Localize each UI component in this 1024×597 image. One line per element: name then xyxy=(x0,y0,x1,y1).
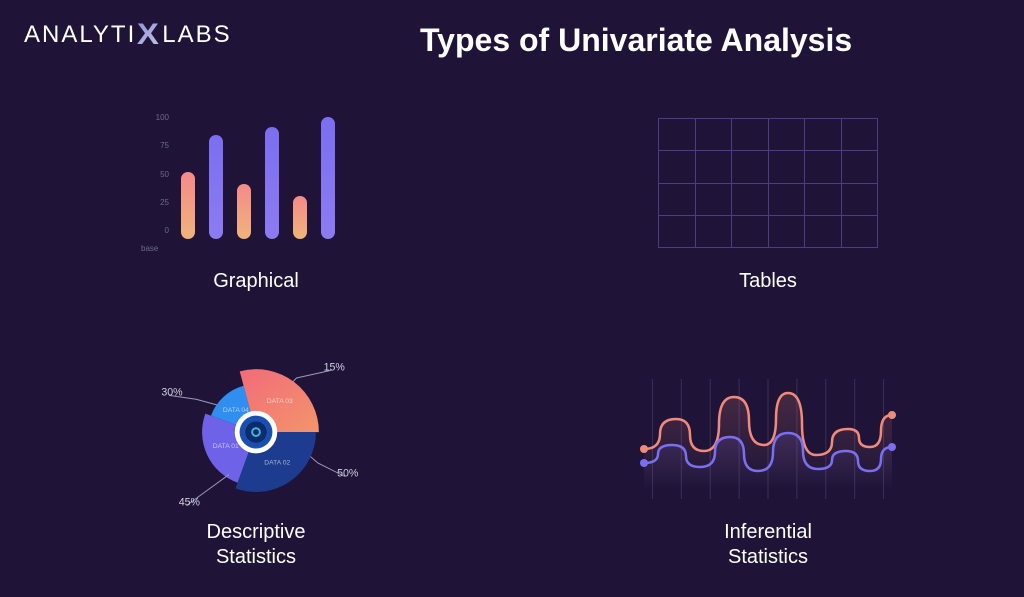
bar xyxy=(321,117,335,239)
cell-inferential: Inferential Statistics xyxy=(512,346,1024,597)
bar-chart-y-tick: 0 xyxy=(165,226,173,235)
pie-hub-inner xyxy=(245,421,266,442)
caption-graphical: Graphical xyxy=(213,269,299,294)
pie-callout-pct: 45% xyxy=(179,496,201,508)
table-cell xyxy=(805,151,842,183)
cell-descriptive: DATA 01 30% DATA 04 15% DATA 03 50% DATA 02 45%… xyxy=(0,346,512,597)
table-cell xyxy=(841,215,878,247)
caption-inferential-l2: Statistics xyxy=(728,546,808,568)
content-grid: 100 75 50 25 0 base Graphical Tables DATA 01… xyxy=(0,95,1024,597)
table-cell xyxy=(805,183,842,215)
bar xyxy=(209,135,223,239)
caption-tables: Tables xyxy=(739,269,797,294)
table-cell xyxy=(659,183,696,215)
table-grid-table xyxy=(658,118,878,248)
bar-chart-bars xyxy=(181,117,367,239)
bar xyxy=(181,172,195,239)
wave-marker xyxy=(640,445,648,453)
caption-descriptive: Descriptive Statistics xyxy=(207,520,306,570)
table-cell xyxy=(768,151,805,183)
page-title: Types of Univariate Analysis xyxy=(420,22,852,59)
table-cell xyxy=(805,119,842,151)
pie-callout-pct: 15% xyxy=(324,361,346,373)
table-cell xyxy=(732,151,769,183)
wave-marker xyxy=(640,459,648,467)
table-cell xyxy=(695,151,732,183)
caption-descriptive-l2: Statistics xyxy=(216,546,296,568)
caption-descriptive-l1: Descriptive xyxy=(207,521,306,543)
logo-text-right: LABS xyxy=(162,21,231,49)
cell-tables: Tables xyxy=(512,95,1024,346)
table-grid xyxy=(638,103,898,263)
table-cell xyxy=(695,183,732,215)
table-cell xyxy=(695,215,732,247)
table-cell xyxy=(695,119,732,151)
pie-slice-label: DATA 01 xyxy=(213,443,239,450)
pie-chart-svg: DATA 01 30% DATA 04 15% DATA 03 50% DATA 02 45% xyxy=(136,349,376,519)
table-cell xyxy=(768,215,805,247)
table-cell xyxy=(732,183,769,215)
caption-inferential: Inferential Statistics xyxy=(724,520,812,570)
pie-slice-label: DATA 02 xyxy=(264,459,290,466)
bar-chart-y-tick: 25 xyxy=(160,198,173,207)
table-cell xyxy=(768,183,805,215)
wave-marker xyxy=(888,411,896,419)
table-cell xyxy=(659,151,696,183)
table-cell xyxy=(732,119,769,151)
table-cell xyxy=(659,119,696,151)
wave-chart xyxy=(638,354,898,514)
table-cell xyxy=(841,119,878,151)
table-cell xyxy=(732,215,769,247)
bar xyxy=(265,127,279,239)
pie-slice-label: DATA 04 xyxy=(223,407,249,414)
wave-chart-svg xyxy=(638,359,898,509)
table-cell xyxy=(805,215,842,247)
table-cell xyxy=(841,183,878,215)
pie-callout-pct: 50% xyxy=(337,468,359,480)
wave-marker xyxy=(888,443,896,451)
table-cell xyxy=(659,215,696,247)
table-cell xyxy=(768,119,805,151)
logo-text-left: ANALYTI xyxy=(24,21,136,49)
bar-chart-y-tick: 50 xyxy=(160,170,173,179)
bar-chart-base-label: base xyxy=(141,244,158,253)
pie-chart: DATA 01 30% DATA 04 15% DATA 03 50% DATA 02 45% xyxy=(126,354,386,514)
cell-graphical: 100 75 50 25 0 base Graphical xyxy=(0,95,512,346)
bar-chart: 100 75 50 25 0 base xyxy=(126,103,386,263)
bar-chart-y-tick: 100 xyxy=(156,113,173,122)
table-cell xyxy=(841,151,878,183)
pie-slice-label: DATA 03 xyxy=(267,398,293,405)
bar-chart-y-axis: 100 75 50 25 0 xyxy=(141,113,173,235)
pie-callout-pct: 30% xyxy=(161,386,183,398)
brand-logo: ANALYTI X LABS xyxy=(24,18,232,52)
caption-inferential-l1: Inferential xyxy=(724,521,812,543)
bar-chart-y-tick: 75 xyxy=(160,141,173,150)
logo-x-icon: X xyxy=(137,18,161,52)
bar xyxy=(237,184,251,239)
bar xyxy=(293,196,307,239)
